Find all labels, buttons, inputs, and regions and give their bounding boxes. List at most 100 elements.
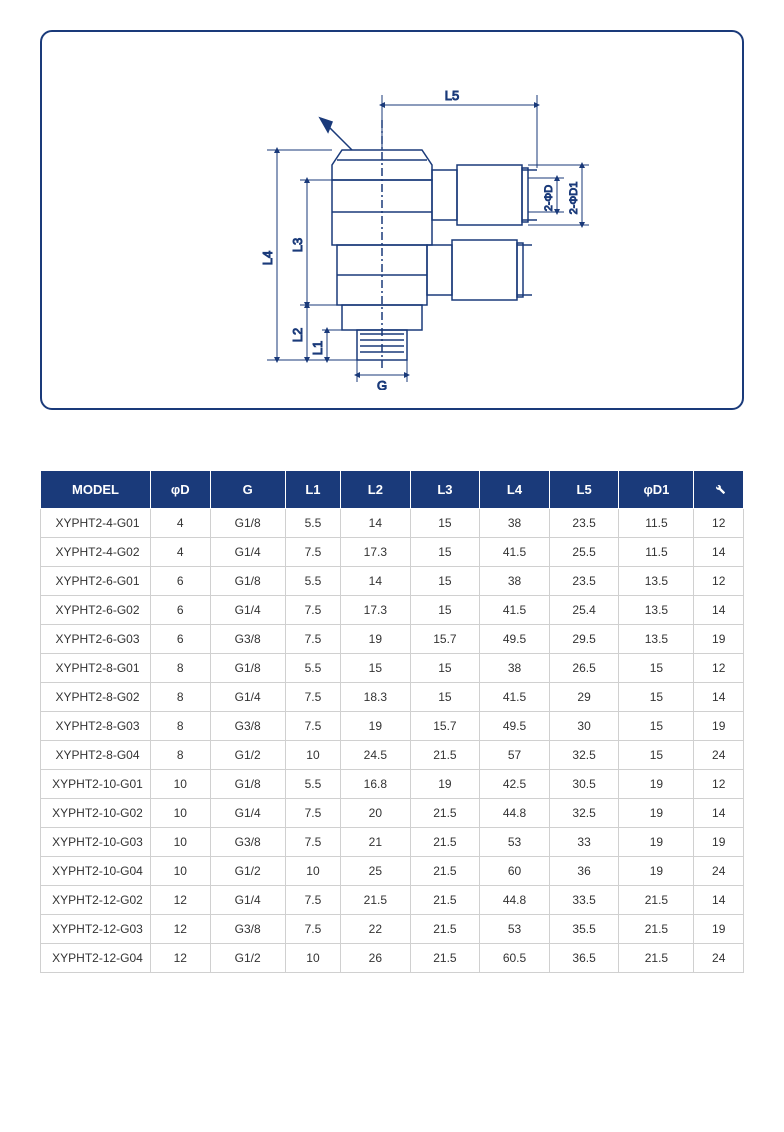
cell-wrench: 14: [694, 538, 744, 567]
cell-L1: 10: [285, 944, 340, 973]
cell-L4: 60.5: [480, 944, 550, 973]
dim-label-L2: L2: [290, 328, 305, 342]
cell-L3: 15.7: [410, 625, 480, 654]
cell-G: G1/4: [210, 799, 285, 828]
cell-L3: 21.5: [410, 857, 480, 886]
cell-G: G1/4: [210, 886, 285, 915]
cell-L4: 38: [480, 567, 550, 596]
cell-L3: 15.7: [410, 712, 480, 741]
cell-L3: 15: [410, 683, 480, 712]
table-row: XYPHT2-10-G0210G1/47.52021.544.832.51914: [41, 799, 744, 828]
cell-wrench: 19: [694, 712, 744, 741]
cell-L3: 15: [410, 538, 480, 567]
col-phiD: φD: [151, 471, 211, 509]
cell-L2: 19: [341, 712, 411, 741]
cell-model: XYPHT2-12-G04: [41, 944, 151, 973]
col-model: MODEL: [41, 471, 151, 509]
cell-L5: 32.5: [549, 799, 619, 828]
table-row: XYPHT2-12-G0412G1/2102621.560.536.521.52…: [41, 944, 744, 973]
table-row: XYPHT2-8-G018G1/85.515153826.51512: [41, 654, 744, 683]
cell-wrench: 14: [694, 596, 744, 625]
col-L4: L4: [480, 471, 550, 509]
cell-L5: 25.4: [549, 596, 619, 625]
cell-L2: 20: [341, 799, 411, 828]
wrench-icon: [712, 481, 726, 498]
cell-L5: 26.5: [549, 654, 619, 683]
cell-L3: 21.5: [410, 944, 480, 973]
cell-wrench: 19: [694, 625, 744, 654]
cell-L5: 30: [549, 712, 619, 741]
cell-model: XYPHT2-8-G02: [41, 683, 151, 712]
cell-L5: 23.5: [549, 509, 619, 538]
cell-model: XYPHT2-8-G04: [41, 741, 151, 770]
table-row: XYPHT2-12-G0212G1/47.521.521.544.833.521…: [41, 886, 744, 915]
cell-model: XYPHT2-12-G03: [41, 915, 151, 944]
cell-phiD: 10: [151, 828, 211, 857]
cell-L1: 5.5: [285, 654, 340, 683]
cell-phiD: 10: [151, 799, 211, 828]
cell-L3: 21.5: [410, 741, 480, 770]
cell-wrench: 12: [694, 770, 744, 799]
col-L3: L3: [410, 471, 480, 509]
cell-phiD1: 19: [619, 857, 694, 886]
cell-G: G3/8: [210, 712, 285, 741]
col-wrench: [694, 471, 744, 509]
cell-G: G1/8: [210, 654, 285, 683]
cell-L2: 16.8: [341, 770, 411, 799]
cell-L5: 35.5: [549, 915, 619, 944]
cell-model: XYPHT2-6-G01: [41, 567, 151, 596]
cell-L3: 21.5: [410, 886, 480, 915]
cell-phiD1: 13.5: [619, 596, 694, 625]
cell-L4: 49.5: [480, 625, 550, 654]
dim-label-phiD: 2-ΦD: [543, 185, 555, 212]
cell-L4: 60: [480, 857, 550, 886]
cell-L3: 21.5: [410, 915, 480, 944]
table-row: XYPHT2-4-G014G1/85.514153823.511.512: [41, 509, 744, 538]
table-row: XYPHT2-6-G016G1/85.514153823.513.512: [41, 567, 744, 596]
dim-label-L1: L1: [310, 341, 325, 355]
table-row: XYPHT2-12-G0312G3/87.52221.55335.521.519: [41, 915, 744, 944]
table-row: XYPHT2-6-G036G3/87.51915.749.529.513.519: [41, 625, 744, 654]
cell-L5: 29.5: [549, 625, 619, 654]
cell-model: XYPHT2-10-G02: [41, 799, 151, 828]
cell-phiD: 8: [151, 712, 211, 741]
cell-L3: 15: [410, 509, 480, 538]
cell-wrench: 14: [694, 799, 744, 828]
cell-phiD: 8: [151, 741, 211, 770]
cell-L5: 30.5: [549, 770, 619, 799]
cell-L5: 25.5: [549, 538, 619, 567]
cell-phiD: 4: [151, 509, 211, 538]
cell-G: G1/8: [210, 509, 285, 538]
technical-drawing: L5 L4 L3 L2 L1 G: [182, 50, 602, 390]
cell-L2: 24.5: [341, 741, 411, 770]
cell-G: G1/2: [210, 741, 285, 770]
cell-L1: 7.5: [285, 828, 340, 857]
cell-phiD1: 19: [619, 828, 694, 857]
cell-L1: 5.5: [285, 509, 340, 538]
cell-L2: 18.3: [341, 683, 411, 712]
cell-L1: 5.5: [285, 567, 340, 596]
cell-phiD1: 11.5: [619, 538, 694, 567]
cell-L3: 21.5: [410, 828, 480, 857]
cell-G: G1/4: [210, 538, 285, 567]
cell-L4: 49.5: [480, 712, 550, 741]
cell-G: G1/4: [210, 596, 285, 625]
cell-L2: 19: [341, 625, 411, 654]
cell-G: G1/8: [210, 567, 285, 596]
col-L2: L2: [341, 471, 411, 509]
cell-phiD: 4: [151, 538, 211, 567]
cell-L5: 33: [549, 828, 619, 857]
cell-G: G3/8: [210, 915, 285, 944]
cell-L2: 15: [341, 654, 411, 683]
cell-L3: 19: [410, 770, 480, 799]
cell-L4: 44.8: [480, 886, 550, 915]
cell-L5: 23.5: [549, 567, 619, 596]
cell-phiD1: 21.5: [619, 944, 694, 973]
dim-label-L5: L5: [445, 88, 459, 103]
cell-L1: 7.5: [285, 596, 340, 625]
cell-L1: 7.5: [285, 625, 340, 654]
cell-L1: 7.5: [285, 712, 340, 741]
cell-L1: 7.5: [285, 915, 340, 944]
cell-L3: 15: [410, 567, 480, 596]
cell-G: G3/8: [210, 828, 285, 857]
